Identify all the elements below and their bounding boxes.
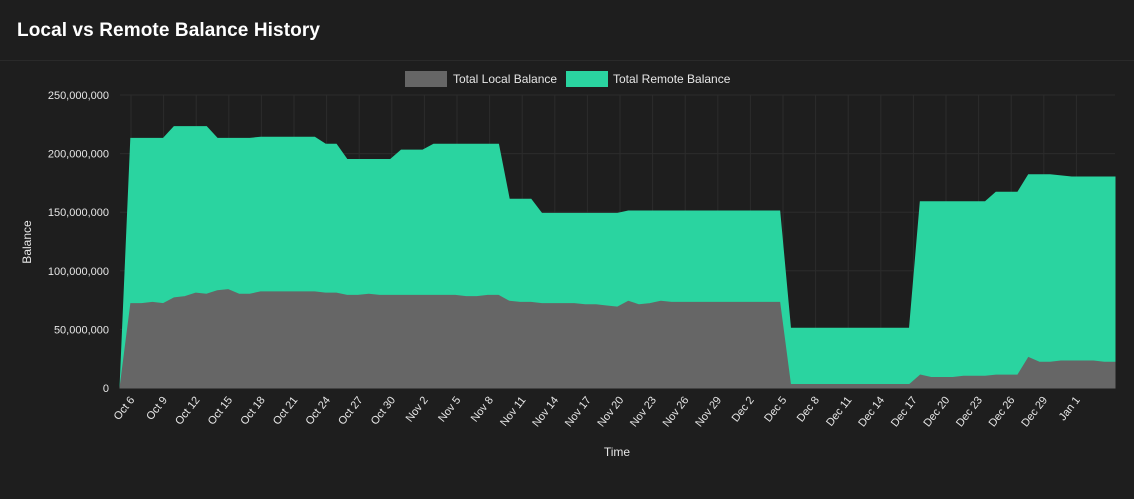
x-tick-label: Oct 30 [369, 394, 398, 427]
legend-swatch-local [405, 71, 447, 87]
x-tick-label: Oct 27 [336, 394, 365, 427]
chart-title: Local vs Remote Balance History [17, 20, 320, 41]
x-axis: Oct 6 Oct 9 Oct 12 Oct 15 Oct 18 Oct 21 Oct 24… [112, 394, 1083, 429]
legend-label-local: Total Local Balance [453, 72, 557, 86]
legend-item-local[interactable]: Total Local Balance [405, 71, 557, 87]
x-tick-label: Dec 17 [889, 394, 920, 429]
x-tick-label: Dec 11 [824, 394, 854, 428]
x-tick-label: Nov 8 [469, 394, 496, 424]
x-tick-label: Nov 17 [563, 394, 594, 429]
y-tick-label: 0 [103, 383, 109, 395]
x-tick-label: Oct 21 [271, 394, 300, 427]
y-tick-label: 200,000,000 [48, 149, 109, 161]
x-tick-label: Oct 18 [238, 394, 267, 427]
legend-label-remote: Total Remote Balance [613, 72, 731, 86]
x-tick-label: Dec 29 [1019, 394, 1050, 429]
area-series [119, 126, 1116, 389]
x-tick-label: Nov 26 [661, 394, 692, 429]
y-tick-label: 100,000,000 [48, 266, 109, 278]
x-tick-label: Oct 9 [144, 394, 170, 422]
x-tick-label: Oct 15 [206, 394, 235, 427]
x-tick-label: Jan 1 [1057, 394, 1083, 423]
x-tick-label: Nov 2 [404, 394, 431, 424]
x-tick-label: Nov 5 [436, 394, 463, 424]
x-tick-label: Dec 5 [762, 394, 789, 424]
x-axis-title: Time [604, 445, 631, 459]
x-tick-label: Nov 29 [693, 394, 724, 429]
legend: Total Local Balance Total Remote Balance [405, 71, 731, 87]
x-tick-label: Oct 6 [112, 394, 138, 422]
x-tick-label: Oct 24 [304, 394, 333, 427]
y-axis: 0 50,000,000 100,000,000 150,000,000 200,000… [48, 90, 109, 395]
x-tick-label: Dec 8 [795, 394, 822, 424]
x-tick-label: Nov 20 [595, 394, 626, 429]
y-axis-title: Balance [20, 220, 34, 264]
x-tick-label: Oct 12 [173, 394, 202, 427]
y-tick-label: 50,000,000 [54, 324, 109, 336]
legend-swatch-remote [566, 71, 608, 87]
legend-item-remote[interactable]: Total Remote Balance [566, 71, 731, 87]
x-tick-label: Dec 23 [954, 394, 985, 429]
x-tick-label: Dec 14 [856, 394, 887, 429]
x-tick-label: Dec 2 [730, 394, 757, 424]
x-tick-label: Nov 23 [628, 394, 659, 429]
x-tick-label: Nov 14 [530, 394, 561, 429]
header-divider [0, 60, 1134, 61]
x-tick-label: Dec 20 [921, 394, 952, 429]
x-tick-label: Nov 11 [498, 394, 528, 428]
y-tick-label: 150,000,000 [48, 207, 109, 219]
area-total-local-balance [119, 289, 1116, 389]
y-tick-label: 250,000,000 [48, 90, 109, 102]
x-tick-label: Dec 26 [987, 394, 1018, 429]
